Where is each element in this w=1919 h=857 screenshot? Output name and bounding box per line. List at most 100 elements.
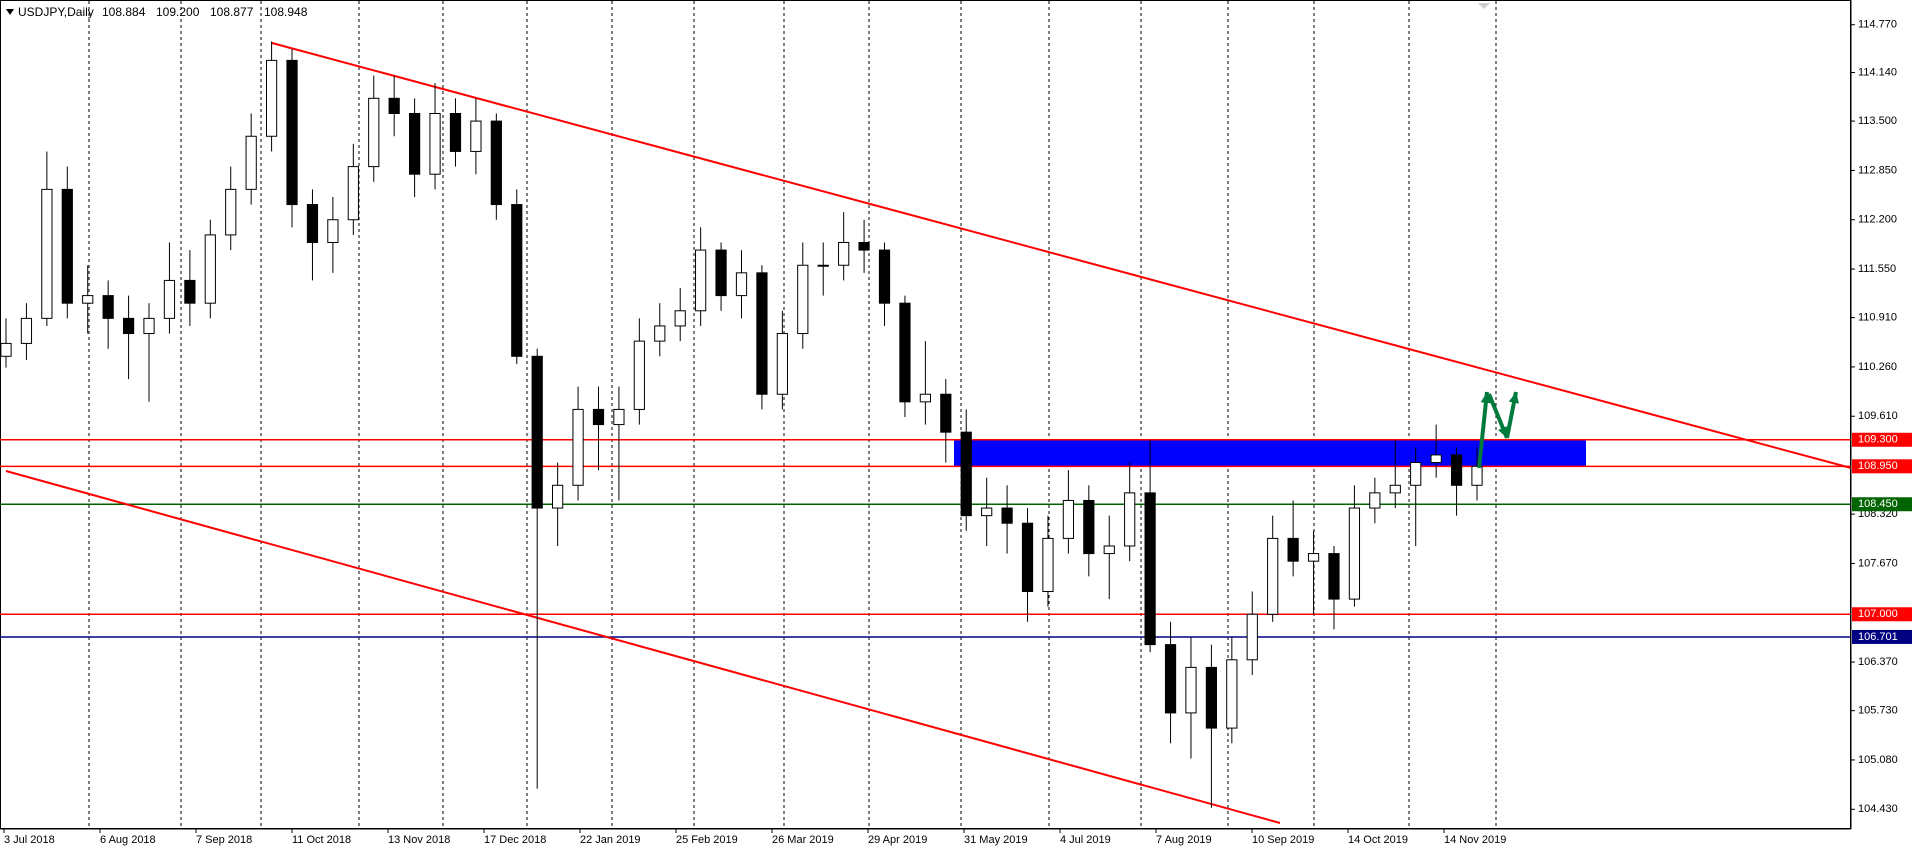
candle-body: [1471, 465, 1483, 486]
candle-body: [102, 295, 114, 319]
candle-body: [674, 310, 686, 327]
y-tick-label: 105.730: [1858, 705, 1898, 717]
x-tick-label: 14 Oct 2019: [1348, 834, 1408, 846]
candle-body: [61, 188, 73, 304]
candle-body: [368, 97, 380, 168]
candle-body: [1042, 537, 1054, 593]
level-tag: [1852, 459, 1912, 474]
candle-body: [899, 302, 911, 403]
candle-body: [41, 188, 53, 319]
candle-body: [1021, 522, 1034, 593]
candle-body: [511, 204, 523, 357]
y-tick-label: 106.370: [1858, 656, 1898, 668]
candle-body: [327, 219, 339, 243]
candle-body: [715, 249, 727, 297]
level-label: 106.701: [1858, 631, 1898, 643]
level-label: 109.300: [1858, 434, 1898, 446]
y-tick-label: 105.080: [1858, 754, 1898, 766]
candle-body: [388, 97, 400, 115]
y-tick-label: 110.260: [1858, 361, 1897, 373]
candle-body: [1389, 484, 1401, 494]
candle-body: [20, 317, 33, 344]
candle-body: [1430, 454, 1442, 464]
x-tick-label: 11 Oct 2018: [292, 834, 351, 846]
x-tick-label: 25 Feb 2019: [676, 834, 738, 846]
candle-body: [1062, 499, 1074, 539]
header-value: 108.877: [210, 5, 254, 19]
candle-body: [184, 279, 196, 304]
candle-body: [633, 340, 645, 410]
candle-body: [347, 166, 359, 221]
candle-body: [797, 264, 809, 335]
candle-body: [1144, 492, 1156, 646]
y-tick-label: 107.670: [1858, 557, 1898, 569]
x-tick-label: 7 Aug 2019: [1156, 834, 1212, 846]
candle-body: [695, 249, 707, 312]
candle-body: [1369, 492, 1381, 509]
shift-marker: [1478, 3, 1490, 9]
x-tick-label: 6 Aug 2018: [100, 834, 156, 846]
y-tick-label: 114.140: [1858, 66, 1897, 78]
candle-body: [0, 342, 12, 357]
y-tick-label: 113.500: [1858, 115, 1897, 127]
candle-body: [981, 507, 993, 517]
level-tag: [1852, 629, 1912, 644]
candle-body: [1124, 492, 1136, 547]
y-tick-label: 109.610: [1858, 410, 1898, 422]
level-label: 108.950: [1858, 460, 1898, 472]
candle-body: [1267, 537, 1279, 615]
candle-body: [265, 59, 278, 137]
candle-body: [306, 204, 319, 243]
candle-body: [1083, 499, 1095, 555]
candle-body: [592, 408, 605, 426]
arrow-head: [1508, 392, 1520, 404]
candle-body: [1205, 666, 1218, 729]
x-tick-label: 10 Sep 2019: [1252, 834, 1314, 846]
candle-body: [1287, 537, 1299, 562]
candle-body: [817, 264, 829, 267]
candle-body: [756, 272, 768, 395]
candle-body: [572, 408, 584, 486]
y-tick-label: 112.200: [1858, 214, 1897, 226]
candle-body: [919, 393, 931, 403]
arrow-head: [1480, 392, 1492, 404]
candle-body: [143, 317, 155, 335]
arrow-head: [1498, 426, 1508, 438]
candle-body: [838, 241, 850, 266]
x-tick-label: 7 Sep 2018: [196, 834, 252, 846]
candle-body: [1450, 454, 1463, 486]
x-tick-label: 31 May 2019: [964, 834, 1028, 846]
level-label: 107.000: [1858, 608, 1898, 620]
candle-body: [1164, 644, 1177, 714]
chart-title: USDJPY,Daily: [18, 5, 94, 19]
candle-body: [122, 317, 135, 335]
candle-body: [1226, 659, 1238, 729]
candle-body: [225, 188, 237, 236]
candle-body: [1103, 545, 1115, 555]
x-tick-label: 4 Jul 2019: [1060, 834, 1111, 846]
header-value: 109.200: [156, 5, 200, 19]
level-tag: [1852, 607, 1912, 622]
candle-body: [878, 249, 891, 304]
y-tick-label: 112.850: [1858, 164, 1897, 176]
candle-body: [286, 59, 298, 206]
x-tick-label: 29 Apr 2019: [868, 834, 927, 846]
menu-triangle: [6, 9, 14, 15]
candle-body: [1410, 462, 1422, 486]
x-tick-label: 3 Jul 2018: [4, 834, 55, 846]
candle-body: [735, 272, 748, 297]
x-tick-label: 13 Nov 2018: [388, 834, 450, 846]
candle-body: [960, 431, 972, 517]
header-value: 108.948: [264, 5, 308, 19]
candle-body: [163, 279, 176, 319]
level-tag: [1852, 432, 1912, 447]
x-tick-label: 14 Nov 2019: [1444, 834, 1506, 846]
candle-body: [470, 120, 482, 152]
y-tick-label: 114.770: [1858, 19, 1897, 31]
candle-body: [449, 113, 462, 152]
zone: [954, 439, 1586, 467]
candle-body: [1246, 613, 1258, 661]
candle-body: [552, 484, 564, 509]
level-tag: [1852, 497, 1912, 512]
candle-body: [1328, 553, 1340, 600]
